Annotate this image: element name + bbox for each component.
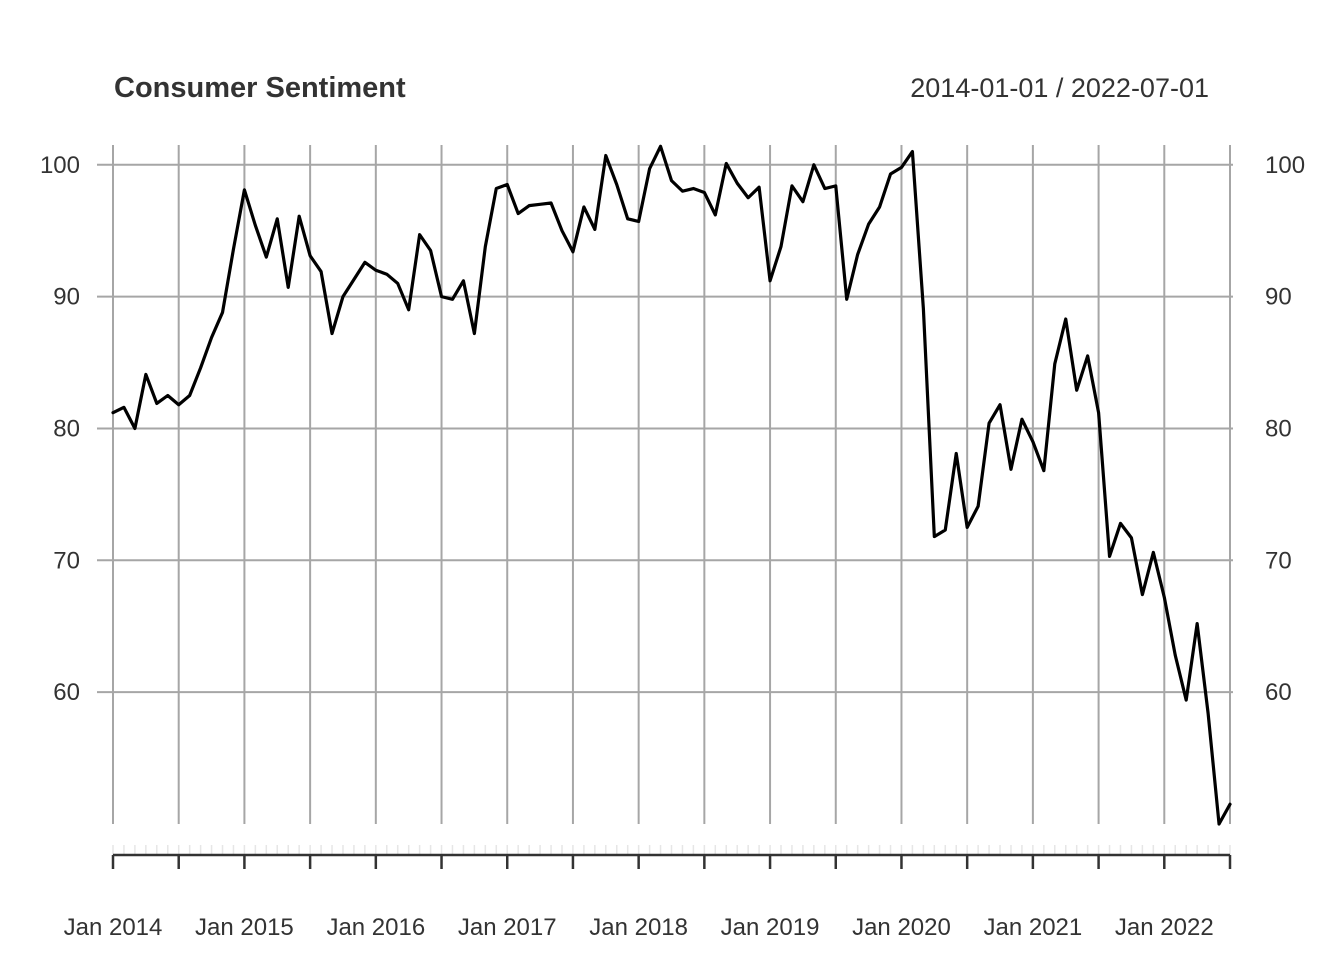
x-tick-label-7: Jan 2021 xyxy=(983,914,1082,941)
y-tick-label-left-90: 90 xyxy=(53,284,80,311)
y-tick-label-left-60: 60 xyxy=(53,679,80,706)
series-line xyxy=(111,144,1232,826)
x-tick-label-4: Jan 2018 xyxy=(589,914,688,941)
y-tick-label-left-70: 70 xyxy=(53,547,80,574)
y-tick-label-left-100: 100 xyxy=(40,152,80,179)
x-axis: Jan 2014 Jan 2015 Jan 2016 Jan 2017 Jan 2018… xyxy=(64,845,1232,941)
x-tick-label-3: Jan 2017 xyxy=(458,914,557,941)
series-layer xyxy=(111,144,1232,826)
y-tick-label-right-70: 70 xyxy=(1265,547,1292,574)
x-tick-label-2: Jan 2016 xyxy=(326,914,425,941)
grid-layer xyxy=(97,145,1233,824)
y-tick-label-right-90: 90 xyxy=(1265,284,1292,311)
y-tick-label-right-60: 60 xyxy=(1265,679,1292,706)
y-tick-label-right-100: 100 xyxy=(1265,152,1305,179)
x-tick-label-6: Jan 2020 xyxy=(852,914,951,941)
chart-title: Consumer Sentiment xyxy=(114,72,406,104)
x-tick-label-0: Jan 2014 xyxy=(64,914,163,941)
x-tick-label-5: Jan 2019 xyxy=(721,914,820,941)
y-axis-labels: 60 60 70 70 80 80 90 90 100 100 xyxy=(40,152,1305,706)
chart-date-range: 2014-01-01 / 2022-07-01 xyxy=(910,73,1209,103)
x-tick-label-1: Jan 2015 xyxy=(195,914,294,941)
x-tick-label-8: Jan 2022 xyxy=(1115,914,1214,941)
y-tick-label-left-80: 80 xyxy=(53,415,80,442)
y-tick-label-right-80: 80 xyxy=(1265,415,1292,442)
